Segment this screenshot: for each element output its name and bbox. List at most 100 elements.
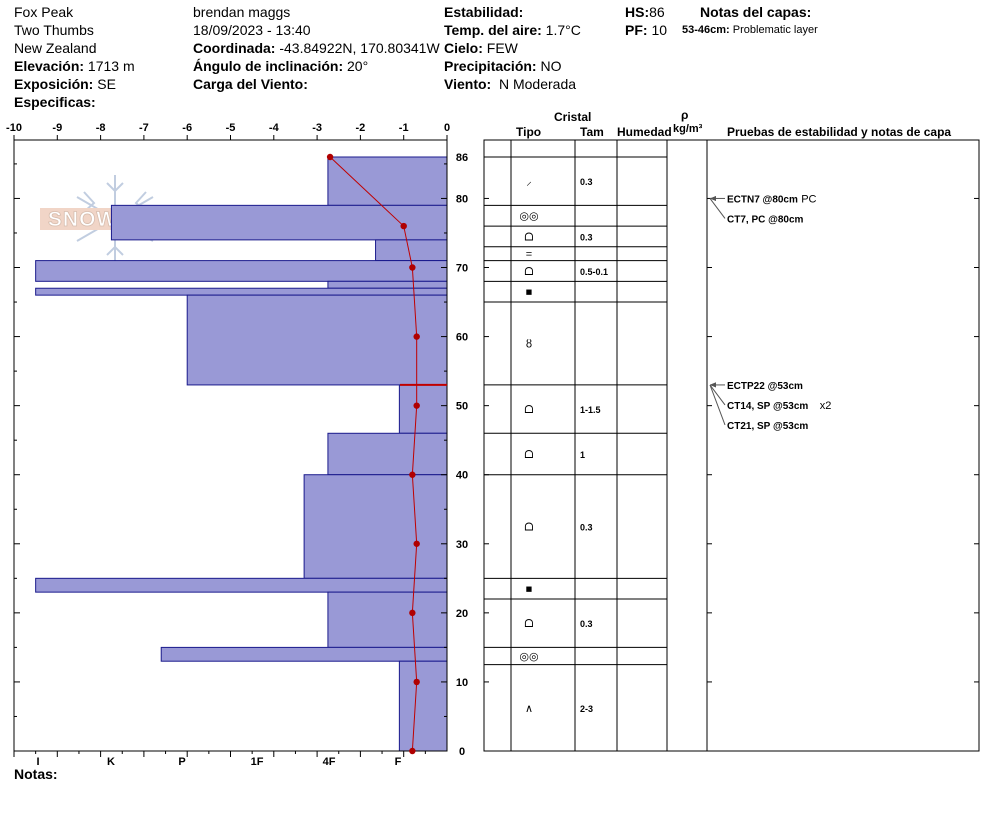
coordinate-row: Coordinada: -43.84922N, 170.80341W	[193, 39, 440, 57]
grain-size: 0.3	[580, 232, 593, 242]
hardness-bar	[35, 577, 448, 593]
grain-type-icon: ◎◎	[519, 651, 538, 663]
temp-tick-label: -6	[182, 122, 192, 134]
layer-note-text: Problematic layer	[732, 24, 818, 36]
country-name: New Zealand	[14, 40, 97, 56]
height-tick-label: 10	[456, 677, 468, 689]
aspect-row: Exposición: SE	[14, 75, 116, 93]
grain-type-icon: ᗝ	[524, 618, 533, 630]
wind-row: Viento: N Moderada	[444, 75, 576, 93]
layer-table-frame	[483, 139, 980, 752]
aspect-value: SE	[97, 76, 116, 92]
tests-column-header: Pruebas de estabilidad y notas de capa	[727, 125, 952, 139]
grain-size: 0.5-0.1	[580, 267, 608, 277]
notes-label: Notas:	[14, 766, 58, 782]
temperature-point	[413, 333, 420, 340]
temperature-point	[409, 609, 416, 617]
specifics-row: Especificas:	[14, 93, 96, 111]
hardness-bar	[110, 204, 448, 241]
height-tick-label: 80	[456, 193, 468, 205]
site-name: Fox Peak	[14, 4, 74, 20]
grain-type-icon: =	[526, 249, 532, 261]
height-tick-label: 40	[456, 470, 468, 482]
type-column-header: Tipo	[516, 125, 542, 139]
hardness-bar	[327, 591, 448, 648]
sky-value: FEW	[486, 40, 518, 56]
air-temp-value: 1.7°C	[545, 22, 581, 38]
hardness-bar	[160, 646, 448, 662]
hardness-bar	[186, 294, 448, 386]
height-tick-label: 60	[456, 332, 468, 344]
temp-tick-label: -7	[139, 122, 149, 134]
hardness-bar	[398, 384, 448, 434]
hardness-bar	[35, 287, 448, 296]
hardness-label: P	[178, 756, 185, 768]
stability-test-label: ECTP22 @53cm	[727, 381, 803, 392]
temp-tick-label: -3	[312, 122, 322, 134]
crystal-column-header: Cristal	[554, 110, 592, 124]
height-tick-label: 86	[456, 152, 468, 164]
wind-value: N Moderada	[498, 76, 577, 92]
temp-tick-label: -1	[399, 122, 409, 134]
aspect-label: Exposición:	[14, 76, 94, 92]
slope-label: Ángulo de inclinación:	[193, 58, 344, 74]
hardness-bar	[398, 660, 448, 752]
layer-notes-title: Notas del capas:	[700, 4, 812, 20]
test-pointer	[709, 198, 726, 219]
coordinate-value: -43.84922N, 170.80341W	[279, 40, 440, 56]
hardness-bar	[35, 260, 448, 282]
layer-note-range: 53-46cm:	[682, 24, 730, 36]
temperature-point	[409, 471, 416, 478]
hardness-bar	[303, 474, 448, 579]
grain-size: 1-1.5	[580, 405, 601, 415]
temperature-line	[329, 156, 418, 752]
stability-test-note: PC	[801, 193, 816, 205]
grain-size: 1	[580, 450, 585, 460]
grain-size: 0.3	[580, 177, 593, 187]
wind-label: Viento:	[444, 76, 492, 92]
stability-test-label: CT14, SP @53cm	[727, 401, 808, 412]
grain-size: 0.3	[580, 619, 593, 629]
pf-value: 10	[651, 22, 668, 38]
test-arrow-icon	[710, 382, 716, 388]
stability-row: Estabilidad:	[444, 3, 523, 21]
pf-label: PF:	[625, 22, 648, 38]
hardness-bar	[327, 432, 448, 476]
hs-row: HS:86	[625, 3, 665, 21]
hardness-label: F	[395, 756, 402, 768]
temp-tick-label: 0	[444, 122, 450, 134]
grain-type-icon: ᗝ	[524, 266, 533, 278]
stability-test-label: CT21, SP @53cm	[727, 421, 808, 432]
temp-tick-label: -8	[96, 122, 106, 134]
grain-type-icon: ᗝ	[524, 449, 533, 461]
air-temp-row: Temp. del aire: 1.7°C	[444, 21, 581, 39]
range-name: Two Thumbs	[14, 22, 94, 38]
density-rho-header: ρ	[681, 108, 689, 122]
temp-tick-label: -5	[226, 122, 236, 134]
notes-row: Notas:	[14, 765, 58, 783]
temperature-point	[409, 747, 416, 755]
temp-tick-label: -2	[356, 122, 366, 134]
wind-load-row: Carga del Viento:	[193, 75, 308, 93]
elevation-label: Elevación:	[14, 58, 85, 74]
temperature-point	[409, 264, 416, 271]
grain-size: 0.3	[580, 523, 593, 533]
hardness-label: 1F	[251, 756, 264, 768]
test-pointer	[709, 384, 726, 426]
hardness-bar	[327, 156, 448, 206]
hardness-label: I	[36, 756, 39, 768]
slope-row: Ángulo de inclinación: 20°	[193, 57, 368, 75]
elevation-row: Elevación: 1713 m	[14, 57, 135, 75]
grain-type-icon: ◎◎	[519, 211, 538, 223]
grain-type-icon: ȣ	[526, 338, 532, 350]
hs-label: HS:	[625, 4, 650, 20]
grain-type-icon: ᗝ	[524, 231, 533, 243]
grain-type-icon: ■	[526, 584, 533, 596]
grain-type-icon: ■	[526, 287, 533, 299]
temp-tick-label: -4	[269, 122, 280, 134]
grain-size: 2-3	[580, 704, 593, 714]
temperature-point	[326, 153, 334, 161]
stability-test-label: CT7, PC @80cm	[727, 214, 804, 225]
test-arrow-icon	[710, 195, 716, 201]
